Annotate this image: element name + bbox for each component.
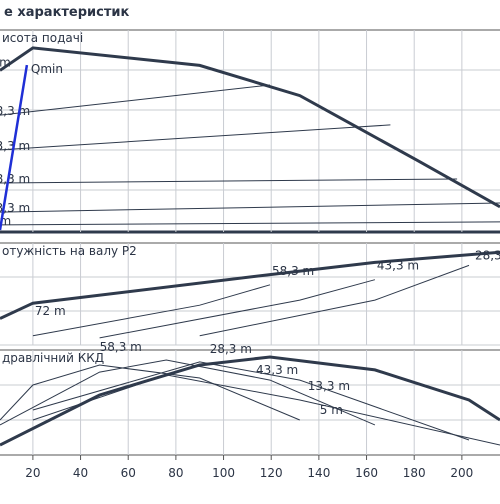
- series-line: [199, 264, 470, 337]
- series-line: [0, 124, 391, 151]
- x-tick-label: 40: [73, 466, 88, 480]
- series-label: 43,3 m: [256, 363, 298, 377]
- series-line: [0, 84, 271, 116]
- x-tick-label: 140: [307, 466, 330, 480]
- x-tick-label: 160: [355, 466, 378, 480]
- series-line: [32, 374, 500, 446]
- panel-title: дравлічний ККД: [2, 351, 104, 365]
- series-label: 5 m: [320, 403, 343, 417]
- series-label: Qmin: [31, 62, 63, 76]
- series-line: [0, 250, 500, 320]
- series-line: [0, 221, 500, 226]
- series-line: [0, 64, 29, 231]
- panel-title: исота подачі: [2, 31, 83, 45]
- x-tick-label: 180: [403, 466, 426, 480]
- panel-title: отужність на валу P2: [2, 244, 137, 258]
- series-label: 43,3 m: [377, 259, 419, 273]
- series-line: [0, 202, 500, 213]
- x-tick-label: 20: [25, 466, 40, 480]
- series-line: [0, 46, 500, 209]
- series-label: 13,3 m: [308, 379, 350, 393]
- series-line: [0, 355, 500, 447]
- series-label: 72 m: [35, 304, 66, 318]
- x-tick-label: 120: [260, 466, 283, 480]
- series-label: 58,3 m: [0, 104, 30, 118]
- x-tick-label: 60: [121, 466, 136, 480]
- series-label: 28,3 m: [475, 248, 500, 262]
- series-line: [0, 364, 300, 421]
- x-tick-label: 80: [168, 466, 183, 480]
- series-line: [32, 361, 470, 441]
- series-line: [0, 178, 458, 184]
- series-label: 72 m: [0, 55, 11, 69]
- series-line: [99, 279, 376, 339]
- series-label: 43,3 m: [0, 139, 30, 153]
- series-line: [0, 359, 376, 426]
- series-label: 13,3 m: [0, 201, 30, 215]
- series-label: 58,3 m: [272, 264, 314, 278]
- series-label: 28,3 m: [0, 172, 30, 186]
- page-title: е характеристик: [4, 5, 130, 20]
- series-line: [32, 284, 271, 337]
- series-label: 28,3 m: [210, 342, 252, 356]
- series-label: 58,3 m: [100, 340, 142, 354]
- x-tick-label: 100: [212, 466, 235, 480]
- series-label: 5 m: [0, 214, 11, 228]
- x-tick-label: 200: [450, 466, 473, 480]
